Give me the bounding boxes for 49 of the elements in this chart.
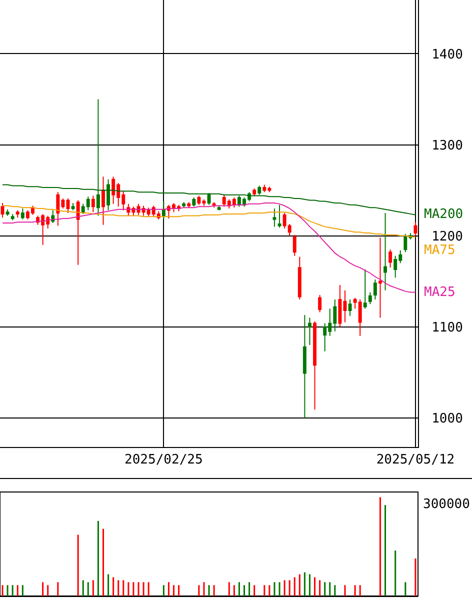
- candlestick: [182, 202, 186, 208]
- candlestick: [348, 299, 352, 316]
- candlestick: [292, 234, 296, 256]
- candlestick: [298, 256, 302, 300]
- series-label: MA25: [424, 285, 456, 300]
- candlestick: [0, 202, 4, 218]
- y-tick-label: 1000: [432, 411, 463, 426]
- candlestick: [252, 188, 256, 196]
- candlestick: [384, 212, 387, 291]
- candlestick: [106, 178, 110, 211]
- y-tick-label: 1400: [432, 47, 463, 62]
- candlestick: [373, 278, 377, 300]
- candlestick: [76, 200, 80, 266]
- candlestick: [10, 213, 14, 221]
- candlestick: [187, 202, 191, 208]
- y-tick-label: 1300: [432, 138, 463, 154]
- candlestick: [212, 202, 216, 208]
- y-tick-label: 1200: [432, 229, 463, 244]
- candlestick: [414, 222, 418, 236]
- candlestick: [217, 205, 221, 211]
- candlestick: [20, 208, 24, 220]
- candlestick: [96, 98, 100, 216]
- candlestick: [368, 292, 372, 305]
- candlestick: [6, 208, 10, 216]
- candlestick: [91, 195, 95, 213]
- candlestick: [278, 204, 282, 228]
- candlestick: [272, 208, 276, 228]
- candlestick: [16, 210, 20, 218]
- candlestick: [258, 185, 262, 196]
- candlestick: [71, 202, 75, 211]
- y-tick-label: 1100: [432, 320, 463, 336]
- candlestick: [388, 248, 392, 268]
- candlestick: [313, 320, 316, 410]
- candlestick: [162, 200, 166, 220]
- x-tick-label: 2025/05/12: [376, 452, 455, 468]
- candlestick: [318, 294, 322, 313]
- candlestick: [363, 268, 367, 310]
- line-series: [2, 202, 416, 293]
- candlestick: [308, 317, 312, 346]
- line-series: [2, 205, 416, 238]
- series-label: MA200: [424, 207, 464, 222]
- series-label: MA75: [424, 243, 456, 258]
- candlestick: [192, 197, 196, 208]
- x-tick-label: 2025/02/25: [124, 452, 203, 468]
- line-series: [2, 184, 416, 216]
- candlestick: [302, 314, 306, 418]
- candlestick: [378, 237, 382, 318]
- candlestick: [102, 176, 105, 226]
- text: 300000: [423, 497, 470, 512]
